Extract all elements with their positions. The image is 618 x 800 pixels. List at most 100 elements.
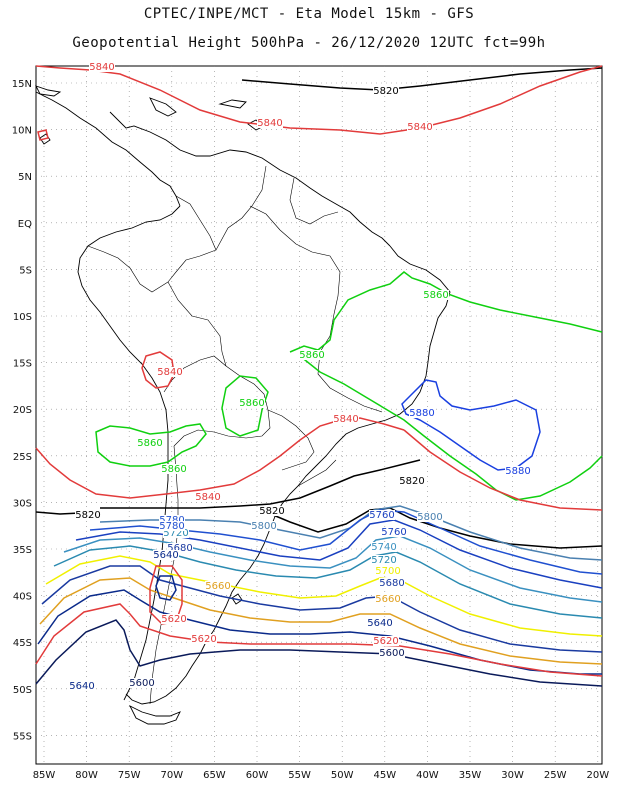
contour-5880-atlantic — [401, 379, 541, 471]
central-america-coast — [35, 91, 181, 207]
contour-label-bg — [153, 550, 179, 560]
contour-label-bg — [161, 614, 187, 624]
contour-5720 — [53, 545, 603, 619]
lon-label: 60W — [246, 770, 269, 781]
contour-label: 5840 — [407, 122, 432, 133]
lon-label: 40W — [416, 770, 439, 781]
contour-label: 5640 — [367, 618, 392, 629]
lat-label: 15S — [13, 359, 32, 370]
contour-label: 5700 — [375, 566, 400, 577]
contour-label-bg — [159, 515, 185, 525]
lon-label: 20W — [586, 770, 609, 781]
contour-label-bg — [505, 466, 531, 476]
contour-label-bg — [409, 408, 435, 418]
contour-5780 — [89, 509, 603, 575]
contour-5840-small — [141, 351, 175, 389]
contour-label-bg — [371, 555, 397, 565]
contour-label: 5820 — [259, 506, 284, 517]
contour-label-bg — [373, 86, 399, 96]
border-ecuador-peru — [87, 245, 169, 293]
caribbean-islands-4 — [149, 97, 177, 117]
contour-label-bg — [157, 367, 183, 377]
contour-label-bg — [381, 527, 407, 537]
contour-5860-south — [299, 355, 603, 501]
south-america-west-coast — [77, 205, 181, 701]
lon-label: 65W — [203, 770, 226, 781]
contour-5700 — [45, 555, 603, 637]
lat-label: 5N — [18, 172, 32, 183]
contour-label-bg — [191, 634, 217, 644]
lat-label: 55S — [13, 731, 32, 742]
latitude-labels: 15N 10N 5N EQ 5S 10S 15S 20S 25S 30S 35S 40S 45S 50S 5… — [12, 79, 32, 742]
contour-label-bg — [373, 636, 399, 646]
tierra-del-fuego — [128, 704, 181, 725]
contour-label-bg — [257, 118, 283, 128]
contour-label-bg — [69, 681, 95, 691]
lat-label: 10S — [13, 312, 32, 323]
lat-label: 10N — [12, 126, 32, 137]
contour-label: 5880 — [505, 466, 530, 477]
lat-label: 35S — [13, 545, 32, 556]
contour-label: 5840 — [333, 414, 358, 425]
contour-label-bg — [367, 618, 393, 628]
contour-5640-low — [155, 575, 177, 601]
contour-5840-west-island — [37, 129, 49, 141]
lat-label: 40S — [13, 592, 32, 603]
contour-label-bg — [89, 62, 115, 72]
border-guianas — [289, 177, 339, 225]
lon-label: 35W — [459, 770, 482, 781]
contour-label: 5780 — [159, 515, 184, 526]
lat-label: 5S — [19, 265, 32, 276]
longitude-labels: 85W 80W 75W 70W 65W 60W 55W 50W 45W 40W 35W 30W 25W 2… — [33, 770, 610, 781]
contour-label-bg — [129, 678, 155, 688]
contour-label-bg — [239, 398, 265, 408]
contour-label-bg — [333, 414, 359, 424]
contour-5860-bolivia — [221, 375, 269, 437]
lon-label: 50W — [331, 770, 354, 781]
chart-subtitle: Geopotential Height 500hPa - 26/12/2020 … — [72, 35, 546, 51]
contour-label: 5640 — [153, 550, 178, 561]
contour-label-bg — [417, 512, 443, 522]
border-venezuela-guyana — [215, 165, 267, 251]
contour-label-bg — [137, 438, 163, 448]
lat-label: 25S — [13, 452, 32, 463]
contour-label-bg — [75, 510, 101, 520]
country-borders — [87, 165, 383, 705]
contour-label: 5760 — [381, 527, 406, 538]
lat-label: 45S — [13, 638, 32, 649]
border-peru-brazil — [167, 281, 227, 367]
contour-label: 5740 — [371, 542, 396, 553]
lat-label: 50S — [13, 685, 32, 696]
contour-label-bg — [161, 464, 187, 474]
contour-label: 5720 — [163, 528, 188, 539]
lat-label: EQ — [18, 219, 32, 230]
lon-label: 30W — [501, 770, 524, 781]
contour-label-bg — [259, 506, 285, 516]
contour-label-bg — [399, 476, 425, 486]
contour-label-bg — [369, 510, 395, 520]
lon-label: 45W — [373, 770, 396, 781]
contour-label-bg — [423, 290, 449, 300]
contour-label: 5620 — [191, 634, 216, 645]
contour-label: 5600 — [129, 678, 154, 689]
border-paraguay — [267, 409, 315, 471]
lon-label: 75W — [118, 770, 141, 781]
contour-5680 — [41, 565, 603, 653]
contour-5820-central — [100, 459, 421, 509]
contour-label: 5780 — [159, 521, 184, 532]
contour-labels: 5840 5820 5840 5840 5860 5860 5840 5860 5840 5880… — [69, 62, 531, 692]
contour-label: 5680 — [379, 578, 404, 589]
lon-label: 25W — [544, 770, 567, 781]
chart-title: CPTEC/INPE/MCT - Eta Model 15km - GFS — [143, 6, 475, 22]
caribbean-islands-3 — [35, 85, 62, 97]
lat-label: 30S — [13, 498, 32, 509]
contour-label: 5860 — [239, 398, 264, 409]
contour-label: 5600 — [379, 648, 404, 659]
contour-label: 5860 — [161, 464, 186, 475]
caribbean-coast — [109, 111, 391, 247]
contour-label: 5620 — [161, 614, 186, 625]
contour-label: 5840 — [157, 367, 182, 378]
contours — [35, 65, 603, 687]
contour-label: 5860 — [423, 290, 448, 301]
